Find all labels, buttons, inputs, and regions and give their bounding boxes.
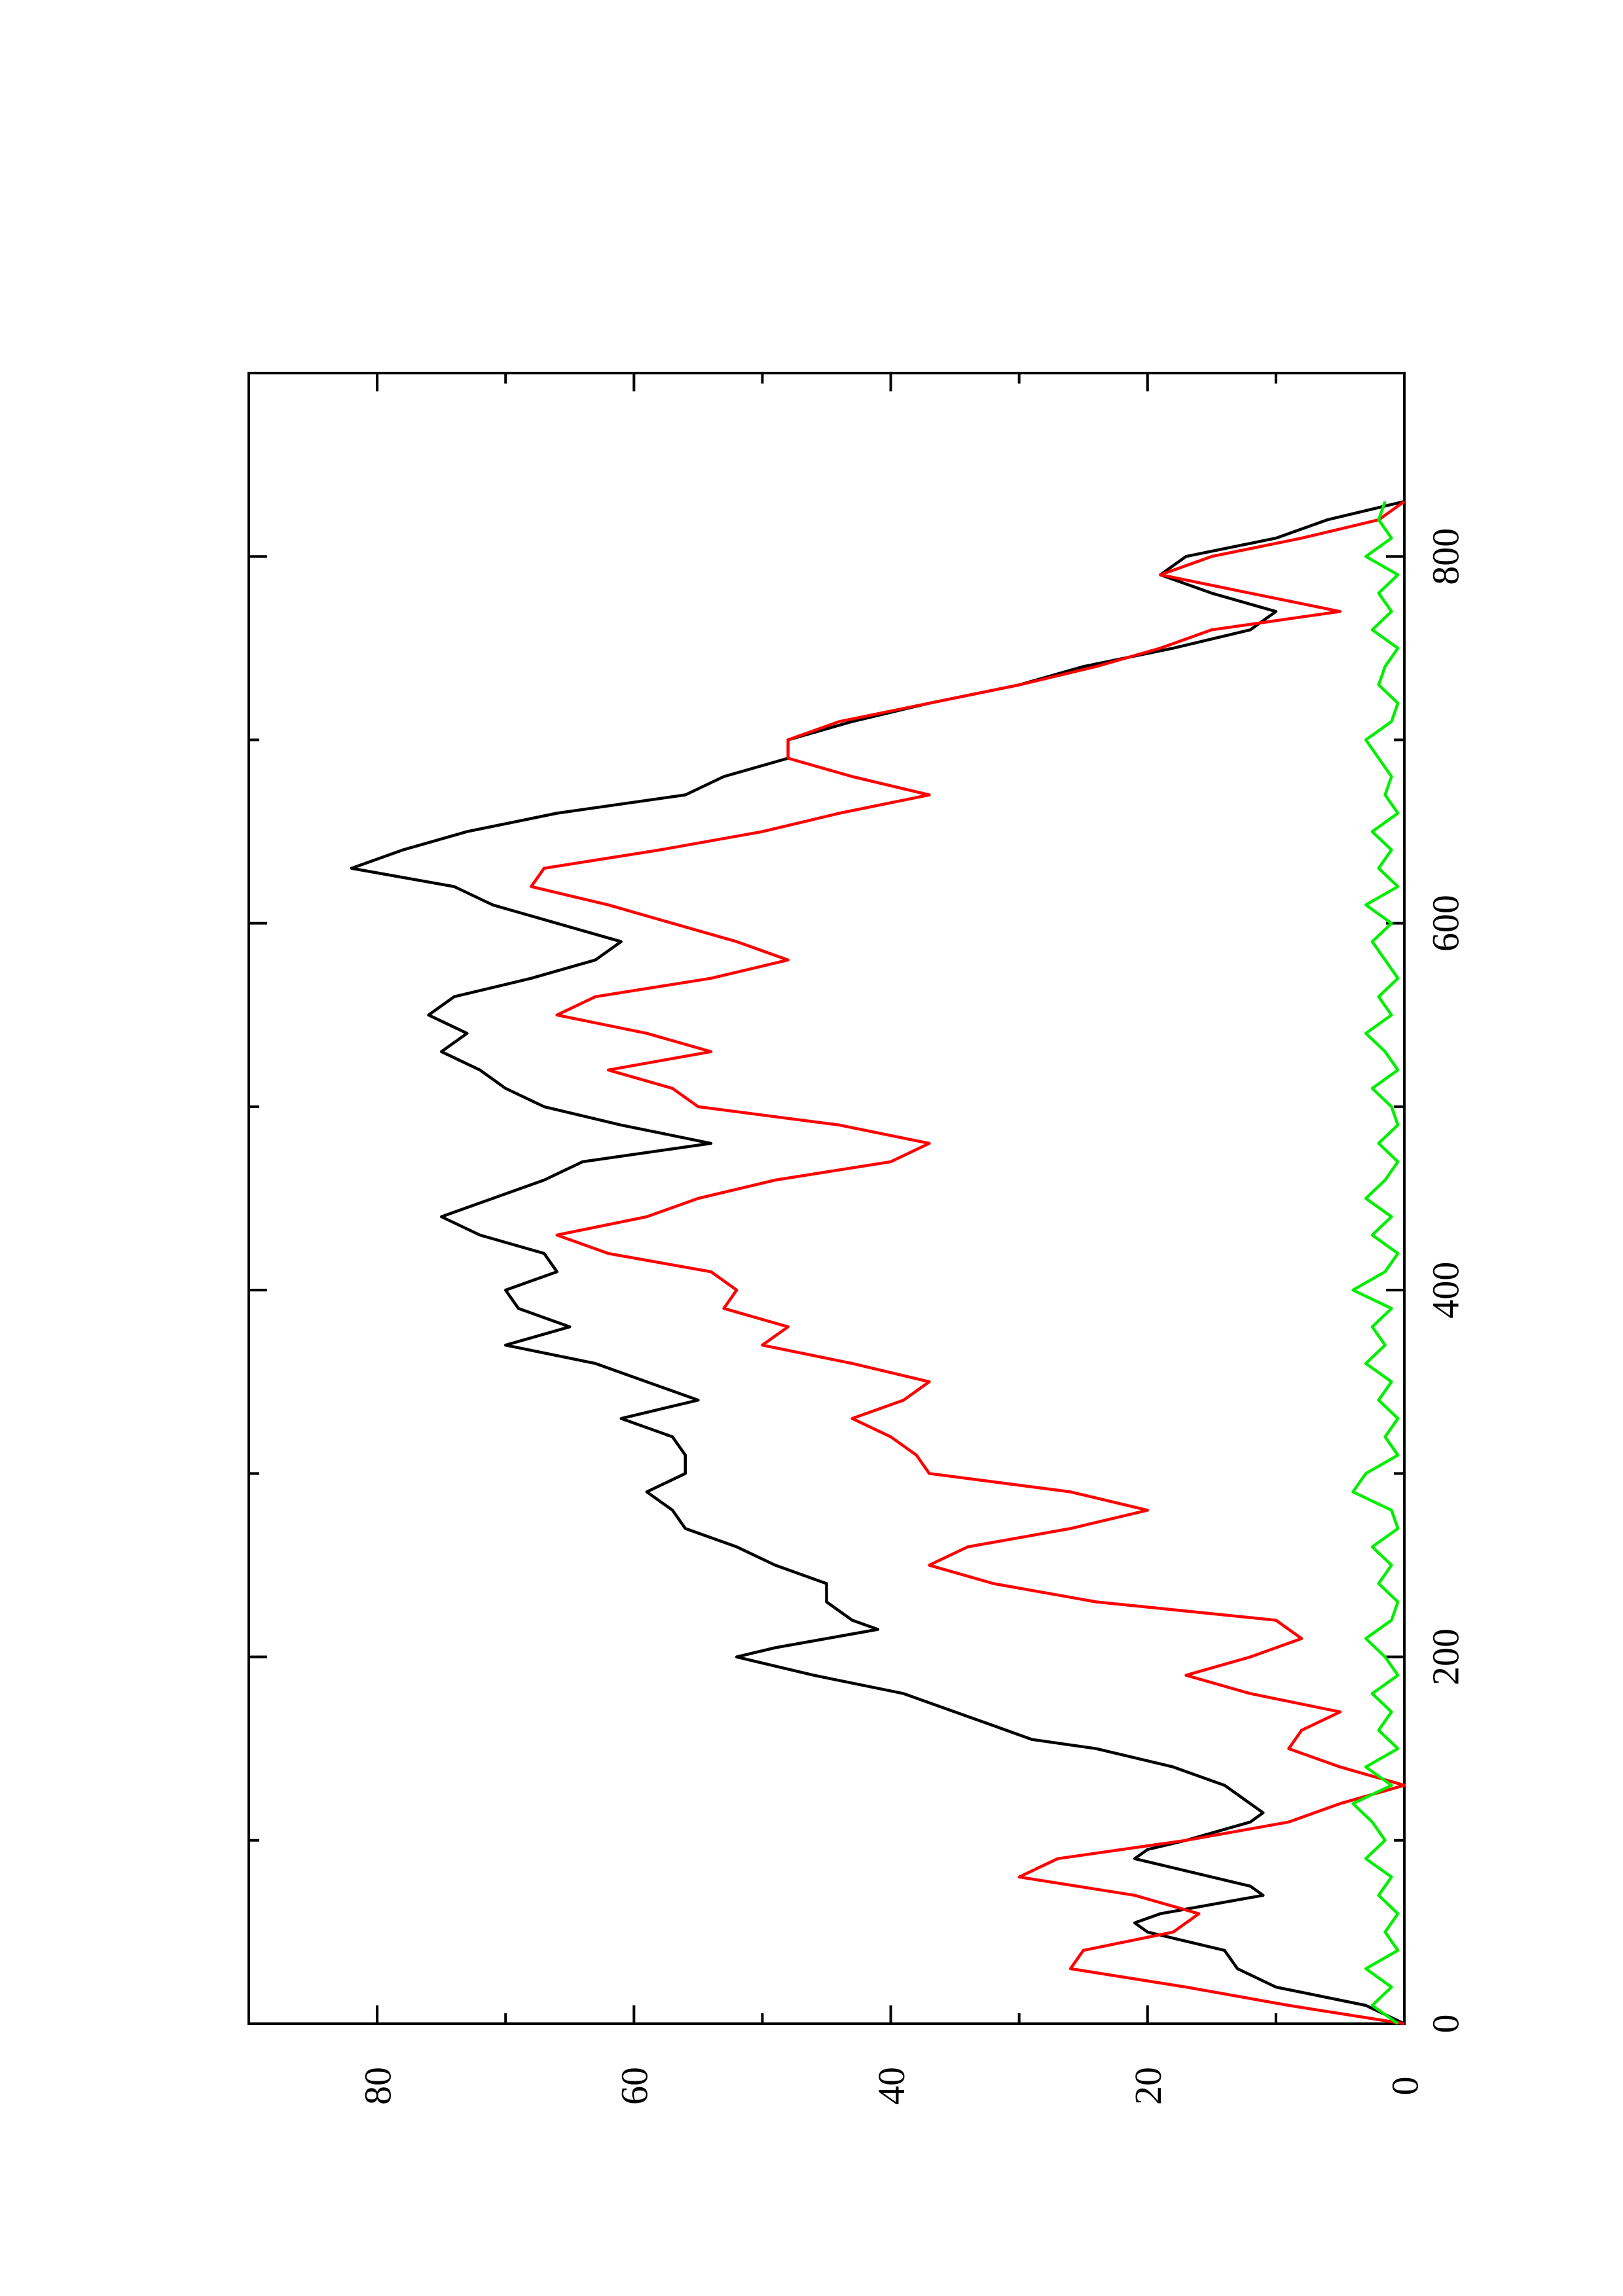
y-tick-label: 0 [1383, 2077, 1426, 2096]
series-line-red [530, 500, 1406, 2026]
series-line-black [350, 500, 1405, 2026]
axis-ticks [249, 373, 1406, 2025]
plot-border [247, 372, 1406, 2025]
y-tick-label: 20 [1127, 2067, 1169, 2105]
x-tick-label: 600 [1424, 895, 1467, 952]
y-tick-label: 80 [356, 2067, 399, 2105]
data-series [350, 500, 1406, 2026]
x-tick-label: 800 [1424, 528, 1467, 585]
y-tick-label: 40 [870, 2067, 913, 2105]
x-tick-label: 400 [1424, 1262, 1467, 1319]
x-tick-label: 0 [1424, 2015, 1467, 2034]
series-line-green [1351, 501, 1400, 2025]
plot-frame [247, 372, 1406, 2025]
x-tick-label: 200 [1424, 1628, 1467, 1685]
tick-labels: 0 200 400 600 800 0 20 40 60 80 [356, 528, 1467, 2105]
y-tick-label: 60 [613, 2067, 656, 2105]
